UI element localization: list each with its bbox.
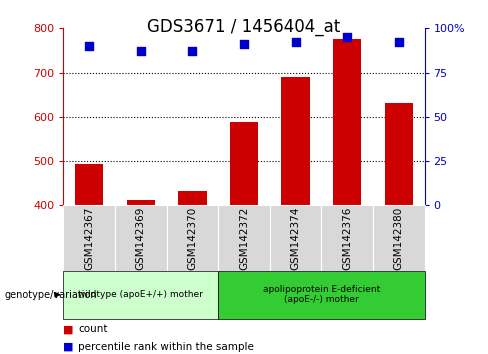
- Text: percentile rank within the sample: percentile rank within the sample: [78, 342, 254, 352]
- Text: GSM142369: GSM142369: [136, 206, 146, 270]
- Text: GDS3671 / 1456404_at: GDS3671 / 1456404_at: [147, 18, 341, 36]
- Text: GSM142367: GSM142367: [84, 206, 94, 270]
- Text: GSM142372: GSM142372: [239, 206, 249, 270]
- Text: GSM142374: GSM142374: [290, 206, 301, 270]
- Bar: [127, 200, 155, 205]
- Bar: [178, 191, 206, 205]
- Point: [137, 48, 145, 54]
- Text: GSM142380: GSM142380: [394, 206, 404, 270]
- Text: GSM142370: GSM142370: [187, 206, 198, 270]
- Bar: [385, 103, 413, 205]
- Point: [85, 43, 93, 49]
- Point: [188, 48, 196, 54]
- Text: GSM142376: GSM142376: [342, 206, 352, 270]
- Bar: [282, 77, 310, 205]
- Bar: [333, 39, 362, 205]
- Point: [240, 41, 248, 47]
- Text: ■: ■: [63, 324, 74, 334]
- Text: wildtype (apoE+/+) mother: wildtype (apoE+/+) mother: [79, 290, 203, 299]
- Point: [395, 40, 403, 45]
- Text: ■: ■: [63, 342, 74, 352]
- Text: apolipoprotein E-deficient
(apoE-/-) mother: apolipoprotein E-deficient (apoE-/-) mot…: [263, 285, 380, 304]
- Bar: [75, 164, 103, 205]
- Bar: [230, 122, 258, 205]
- Text: genotype/variation: genotype/variation: [5, 290, 98, 300]
- Point: [292, 40, 300, 45]
- Point: [343, 34, 351, 40]
- Text: count: count: [78, 324, 107, 334]
